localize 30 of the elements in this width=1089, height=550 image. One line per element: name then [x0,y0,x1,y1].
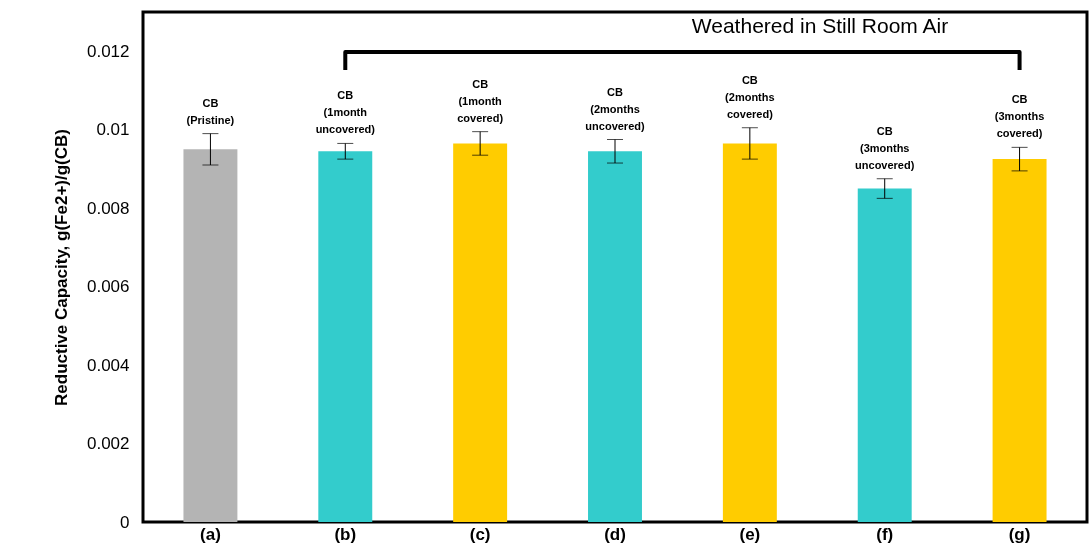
annotation: CB (3months uncovered) [855,124,915,171]
annotation: CB (2months uncovered) [585,85,645,132]
annotation: CB (3months covered) [994,93,1045,140]
x-tick-label: (g) [1008,524,1031,544]
bar [857,188,912,522]
bar [318,151,373,522]
annotation: CB (2months covered) [725,73,775,120]
y-tick-label: 0.002 [86,434,130,454]
annotation: Weathered in Still Room Air [691,14,949,37]
bar [588,151,642,522]
bar [183,149,238,522]
bar [992,159,1047,522]
y-tick-label: 0.01 [96,120,130,140]
x-tick-label: (b) [334,524,357,544]
y-tick-label: 0.004 [86,355,130,375]
annotation: CB (1month uncovered) [315,89,376,136]
x-tick-label: (e) [739,524,761,544]
y-axis-title: Reductive Capacity, g(Fe2+)/g(CB) [51,129,71,406]
bar [722,143,777,522]
y-tick-label: 0.008 [86,198,130,218]
bar [453,143,508,522]
x-tick-label: (c) [469,524,491,544]
annotation: CB (1month covered) [457,77,504,124]
y-tick-label: 0.012 [86,41,130,61]
y-tick-label: 0.006 [86,277,130,297]
x-tick-label: (d) [604,524,626,544]
annotation: CB (Pristine) [186,96,235,126]
y-tick-label: 0 [120,512,130,532]
x-tick-label: (a) [200,524,221,544]
x-tick-label: (f) [876,524,894,544]
